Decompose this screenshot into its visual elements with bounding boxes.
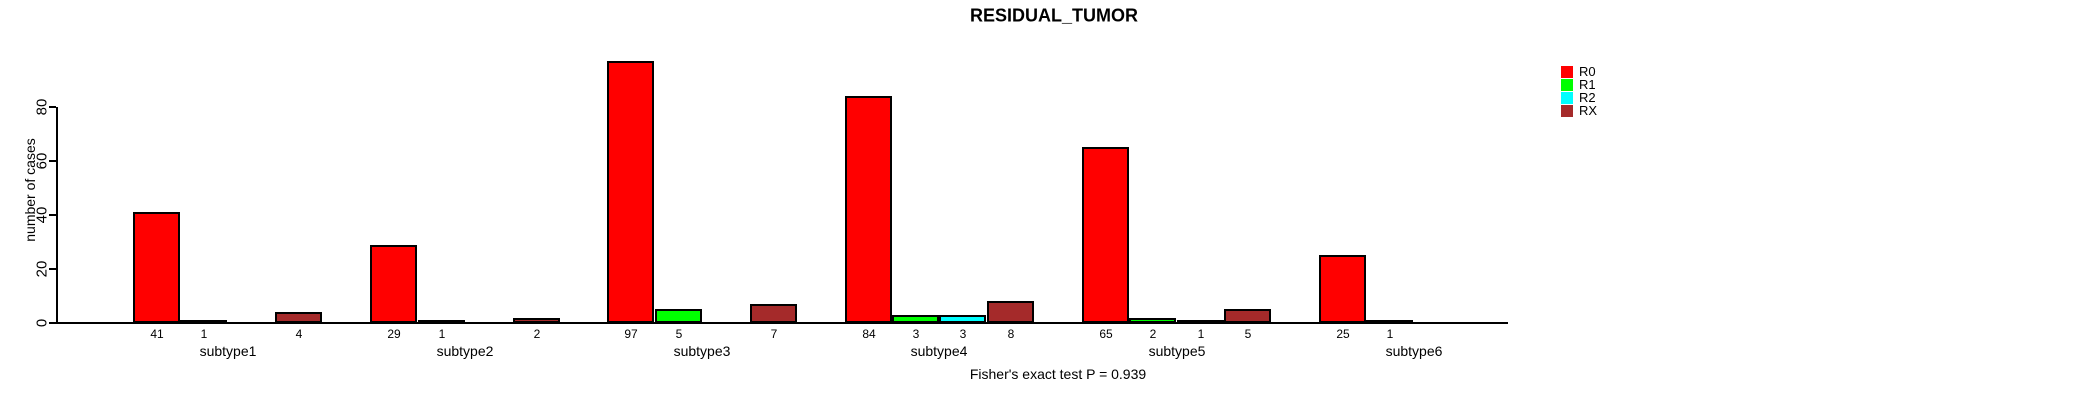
category-label-subtype4: subtype4 bbox=[910, 343, 968, 359]
bar-value-RX-subtype2: 2 bbox=[533, 327, 541, 341]
bar-RX-subtype4 bbox=[987, 301, 1034, 323]
legend-label-R0: R0 bbox=[1579, 64, 1596, 79]
bar-R1-subtype2 bbox=[418, 320, 465, 324]
legend-swatch-RX bbox=[1561, 105, 1573, 117]
legend: R0 R1 R2 RX bbox=[1561, 64, 1598, 118]
bar-value-R0-subtype6: 25 bbox=[1336, 327, 1350, 341]
y-tick-mark bbox=[49, 106, 56, 108]
legend-entry-R0: R0 bbox=[1561, 64, 1597, 79]
legend-entry-R2: R2 bbox=[1561, 90, 1597, 105]
bar-RX-subtype1 bbox=[275, 312, 322, 323]
legend-entry-R1: R1 bbox=[1561, 77, 1597, 92]
bar-value-R0-subtype4: 84 bbox=[862, 327, 876, 341]
x-axis-line bbox=[56, 322, 1508, 324]
bar-value-RX-subtype4: 8 bbox=[1007, 327, 1015, 341]
bar-R1-subtype6 bbox=[1366, 320, 1413, 324]
y-tick-mark bbox=[49, 322, 56, 324]
bar-value-R2-subtype5: 1 bbox=[1197, 327, 1205, 341]
bar-R0-subtype1 bbox=[133, 212, 180, 323]
y-tick-label: 20 bbox=[33, 260, 51, 278]
category-label-subtype6: subtype6 bbox=[1385, 343, 1443, 359]
legend-label-R1: R1 bbox=[1579, 77, 1596, 92]
y-tick-label: 80 bbox=[33, 98, 51, 116]
bar-R0-subtype2 bbox=[370, 245, 417, 323]
bar-value-R0-subtype3: 97 bbox=[624, 327, 638, 341]
bar-value-R2-subtype4: 3 bbox=[959, 327, 967, 341]
category-label-subtype1: subtype1 bbox=[199, 343, 257, 359]
bar-R1-subtype3 bbox=[655, 309, 702, 323]
bar-value-R1-subtype2: 1 bbox=[438, 327, 446, 341]
bar-value-R1-subtype4: 3 bbox=[912, 327, 920, 341]
bar-value-R0-subtype5: 65 bbox=[1099, 327, 1113, 341]
bar-R1-subtype4 bbox=[892, 315, 939, 323]
bar-RX-subtype3 bbox=[750, 304, 797, 323]
bar-value-R1-subtype1: 1 bbox=[200, 327, 208, 341]
bar-R2-subtype5 bbox=[1177, 320, 1224, 324]
legend-swatch-R1 bbox=[1561, 79, 1573, 91]
legend-label-R2: R2 bbox=[1579, 90, 1596, 105]
category-label-subtype2: subtype2 bbox=[436, 343, 494, 359]
bar-value-RX-subtype3: 7 bbox=[770, 327, 778, 341]
bar-value-R1-subtype5: 2 bbox=[1149, 327, 1157, 341]
y-tick-label: 0 bbox=[33, 318, 51, 328]
legend-swatch-R2 bbox=[1561, 92, 1573, 104]
category-label-subtype3: subtype3 bbox=[673, 343, 731, 359]
bar-R0-subtype5 bbox=[1082, 147, 1129, 323]
fisher-test-annotation: Fisher's exact test P = 0.939 bbox=[969, 366, 1147, 382]
bar-RX-subtype2 bbox=[513, 318, 560, 323]
bar-value-RX-subtype1: 4 bbox=[295, 327, 303, 341]
legend-swatch-R0 bbox=[1561, 66, 1573, 78]
bar-R1-subtype5 bbox=[1129, 318, 1176, 323]
bar-R1-subtype1 bbox=[180, 320, 227, 324]
bar-R0-subtype6 bbox=[1319, 255, 1366, 323]
legend-label-RX: RX bbox=[1579, 103, 1598, 118]
bar-value-R0-subtype1: 41 bbox=[150, 327, 164, 341]
bar-value-R1-subtype3: 5 bbox=[675, 327, 683, 341]
y-axis-line bbox=[56, 107, 58, 324]
bar-R0-subtype4 bbox=[845, 96, 892, 323]
bar-RX-subtype5 bbox=[1224, 309, 1271, 323]
bar-value-R1-subtype6: 1 bbox=[1386, 327, 1394, 341]
bar-value-R0-subtype2: 29 bbox=[387, 327, 401, 341]
bar-R0-subtype3 bbox=[607, 61, 654, 323]
category-label-subtype5: subtype5 bbox=[1148, 343, 1206, 359]
chart-title: RESIDUAL_TUMOR bbox=[969, 5, 1139, 26]
bar-R2-subtype4 bbox=[939, 315, 986, 323]
y-tick-label: 40 bbox=[33, 206, 51, 224]
bar-value-RX-subtype5: 5 bbox=[1244, 327, 1252, 341]
y-tick-mark bbox=[49, 214, 56, 216]
y-tick-mark bbox=[49, 268, 56, 270]
y-tick-mark bbox=[49, 160, 56, 162]
legend-entry-RX: RX bbox=[1561, 103, 1598, 118]
y-tick-label: 60 bbox=[33, 152, 51, 170]
